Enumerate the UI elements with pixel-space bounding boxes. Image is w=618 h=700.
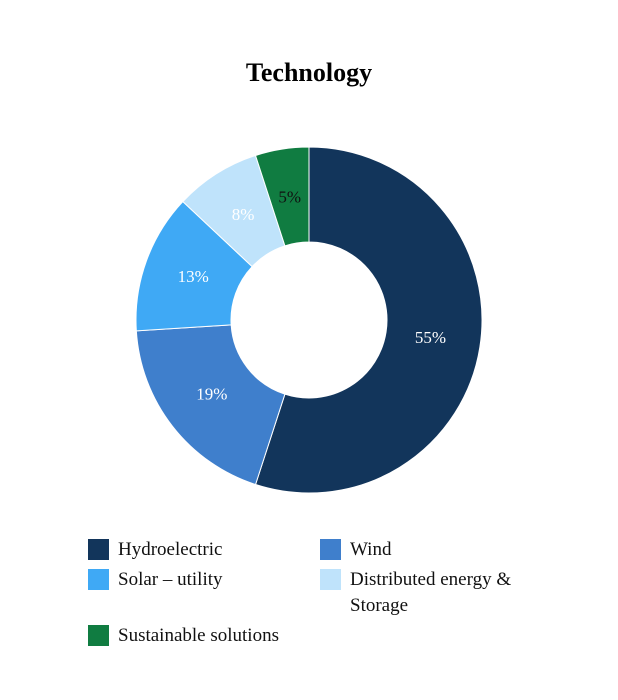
legend-item: Sustainable solutions (88, 623, 320, 649)
legend-item: Hydroelectric (88, 537, 320, 563)
legend-swatch (320, 539, 341, 560)
legend-item: Solar – utility (88, 567, 320, 619)
slice (254, 146, 483, 494)
data-label: 5% (278, 187, 301, 206)
data-label: 8% (232, 205, 255, 224)
legend-item: Wind (320, 537, 520, 563)
slice (254, 146, 310, 247)
legend: Hydroelectric Wind Solar – utility Distribu… (88, 537, 520, 649)
legend-swatch (88, 539, 109, 560)
data-label: 13% (178, 267, 209, 286)
data-label: 55% (415, 328, 446, 347)
legend-swatch (88, 569, 109, 590)
legend-label: Hydroelectric (118, 539, 223, 560)
legend-label: Distributed energy & Storage (350, 569, 512, 616)
legend-label: Sustainable solutions (118, 625, 279, 646)
legend-swatch (88, 625, 109, 646)
legend-swatch (320, 569, 341, 590)
data-label: 19% (196, 384, 227, 403)
slice (135, 324, 286, 486)
chart-title: Technology (246, 58, 372, 87)
chart: Technology 55% 19% 13% 8% 5% (135, 58, 483, 494)
legend-label: Wind (350, 539, 392, 560)
legend-item: Distributed energy & Storage (320, 567, 520, 619)
legend-label: Solar – utility (118, 569, 223, 590)
